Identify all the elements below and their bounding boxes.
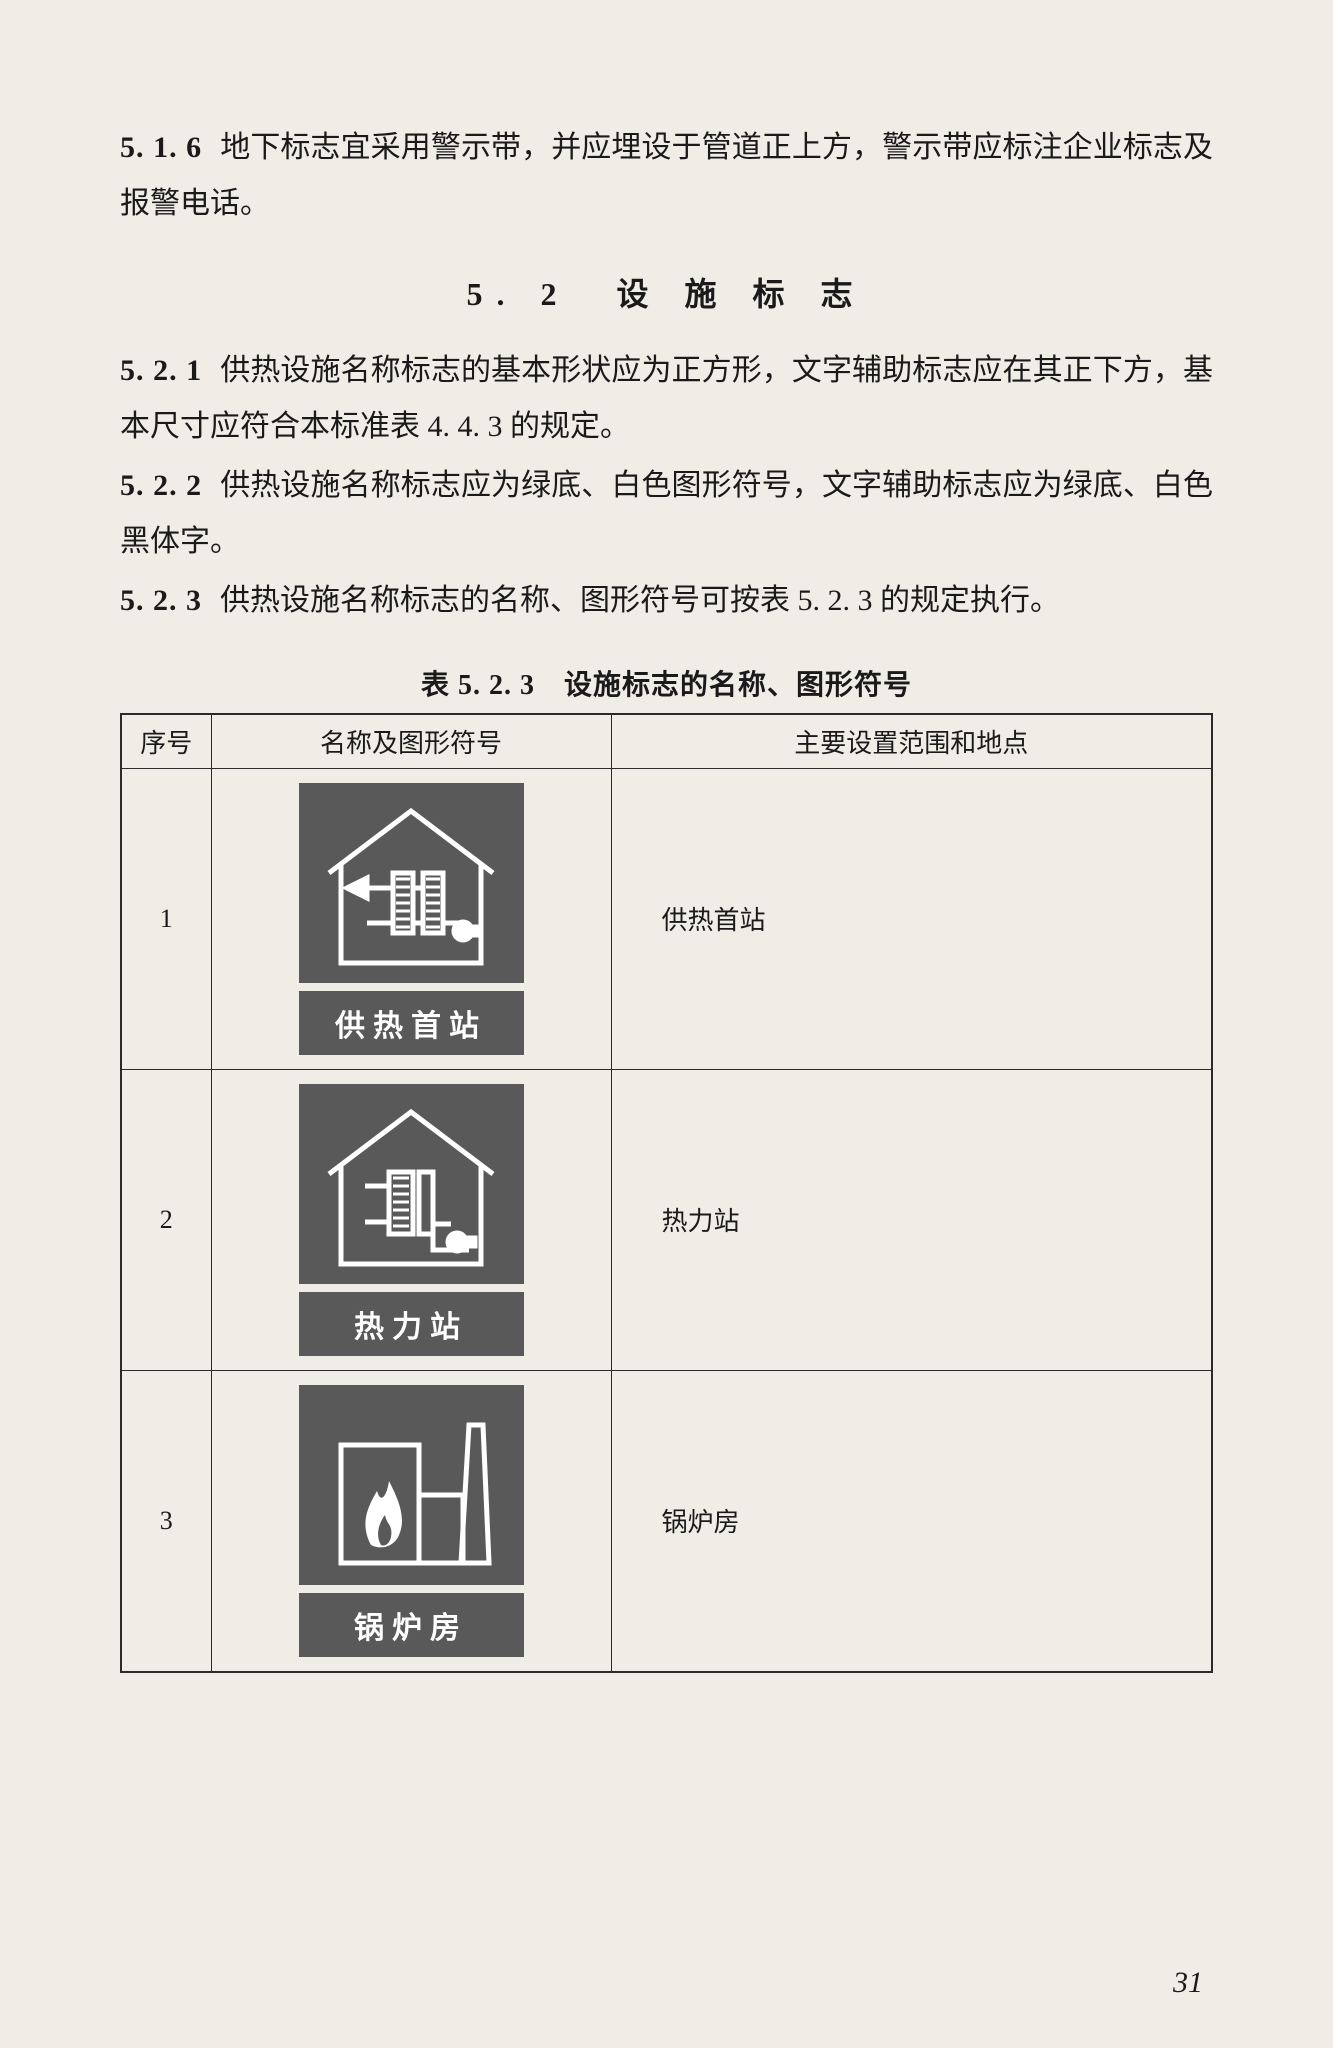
facility-signs-table: 序号 名称及图形符号 主要设置范围和地点 1 [120,713,1213,1673]
clause-number: 5. 2. 2 [120,469,202,502]
cell-desc: 锅炉房 [611,1370,1212,1672]
table-row: 2 [121,1069,1212,1370]
table-row: 3 [121,1370,1212,1672]
clause-5-2-3: 5. 2. 3 供热设施名称标志的名称、图形符号可按表 5. 2. 3 的规定执行… [120,573,1213,629]
cell-symbol: 锅炉房 [211,1370,611,1672]
clause-text: 供热设施名称标志应为绿底、白色图形符号，文字辅助标志应为绿底、白色黑体字。 [120,469,1213,558]
boiler-room-icon [311,1395,511,1575]
table-caption: 表 5. 2. 3 设施标志的名称、图形符号 [120,663,1213,703]
clause-5-1-6: 5. 1. 6地下标志宜采用警示带，并应埋设于管道正上方，警示带应标注企业标志及… [120,120,1213,231]
sign-pictogram [299,1385,524,1585]
cell-desc: 供热首站 [611,768,1212,1069]
clause-5-2-1: 5. 2. 1供热设施名称标志的基本形状应为正方形，文字辅助标志应在其正下方，基… [120,343,1213,454]
sign-pictogram [299,783,524,983]
clause-5-2-2: 5. 2. 2供热设施名称标志应为绿底、白色图形符号，文字辅助标志应为绿底、白色… [120,458,1213,569]
clause-text: 地下标志宜采用警示带，并应埋设于管道正上方，警示带应标注企业标志及报警电话。 [120,131,1213,220]
cell-seq: 2 [121,1069,211,1370]
heat-substation-icon [311,1094,511,1274]
page-number: 31 [1173,1966,1203,2000]
clause-text: 供热设施名称标志的名称、图形符号可按表 5. 2. 3 的规定执行。 [220,584,1060,617]
clause-text: 供热设施名称标志的基本形状应为正方形，文字辅助标志应在其正下方，基本尺寸应符合本… [120,354,1213,443]
th-desc: 主要设置范围和地点 [611,714,1212,769]
document-page: 5. 1. 6地下标志宜采用警示带，并应埋设于管道正上方，警示带应标注企业标志及… [0,0,1333,2048]
cell-seq: 1 [121,768,211,1069]
th-seq: 序号 [121,714,211,769]
cell-seq: 3 [121,1370,211,1672]
clause-number: 5. 2. 1 [120,354,202,387]
heat-primary-station-icon [311,793,511,973]
cell-symbol: 热力站 [211,1069,611,1370]
table-header-row: 序号 名称及图形符号 主要设置范围和地点 [121,714,1212,769]
cell-desc: 热力站 [611,1069,1212,1370]
sign-label: 供热首站 [299,991,524,1055]
th-symbol: 名称及图形符号 [211,714,611,769]
clause-number: 5. 2. 3 [120,584,202,617]
clause-number: 5. 1. 6 [120,131,202,164]
sign-pictogram [299,1084,524,1284]
cell-symbol: 供热首站 [211,768,611,1069]
sign-block: 锅炉房 [299,1385,524,1657]
sign-label: 热力站 [299,1292,524,1356]
sign-block: 热力站 [299,1084,524,1356]
sign-block: 供热首站 [299,783,524,1055]
sign-label: 锅炉房 [299,1593,524,1657]
table-row: 1 [121,768,1212,1069]
section-heading-5-2: 5. 2 设 施 标 志 [120,269,1213,315]
